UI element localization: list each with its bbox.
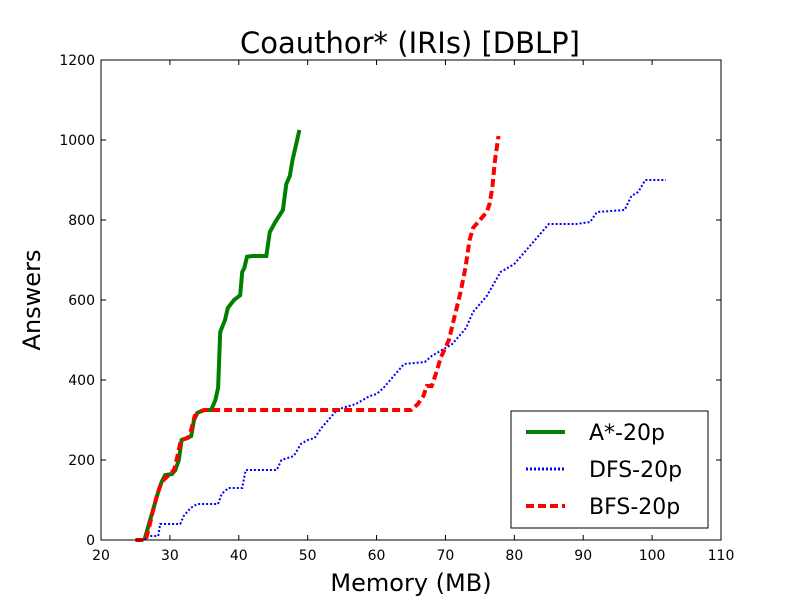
legend-label: A*-20p <box>589 421 665 446</box>
y-axis-label: Answers <box>18 250 46 351</box>
chart-title: Coauthor* (IRIs) [DBLP] <box>240 26 580 60</box>
x-tick-label: 110 <box>708 548 735 564</box>
series-line-a-20p <box>142 129 302 541</box>
y-tick-label: 0 <box>86 533 95 549</box>
y-tick-label: 400 <box>68 373 95 389</box>
plot-area <box>135 129 666 542</box>
x-tick-label: 40 <box>230 548 248 564</box>
series-line-dfs-20p <box>144 179 666 541</box>
x-tick-label: 20 <box>92 548 110 564</box>
y-tick-label: 1200 <box>59 53 95 69</box>
series-line-bfs-20p <box>135 135 501 542</box>
y-tick-label: 200 <box>68 453 95 469</box>
x-tick-label: 60 <box>368 548 386 564</box>
x-tick-label: 50 <box>299 548 317 564</box>
x-axis: 20 30 40 50 60 70 80 90 100 110 <box>92 60 734 564</box>
legend-label: BFS-20p <box>589 495 680 520</box>
x-tick-label: 80 <box>505 548 523 564</box>
x-tick-label: 30 <box>161 548 179 564</box>
x-tick-label: 90 <box>574 548 592 564</box>
y-axis: 0 200 400 600 800 1000 1200 <box>59 53 721 549</box>
y-tick-label: 600 <box>68 293 95 309</box>
legend-label: DFS-20p <box>589 458 682 483</box>
y-tick-label: 1000 <box>59 133 95 149</box>
y-tick-label: 800 <box>68 213 95 229</box>
legend: A*-20p DFS-20p BFS-20p <box>510 410 709 529</box>
x-tick-label: 100 <box>639 548 666 564</box>
x-tick-label: 70 <box>437 548 455 564</box>
x-axis-label: Memory (MB) <box>330 569 491 597</box>
